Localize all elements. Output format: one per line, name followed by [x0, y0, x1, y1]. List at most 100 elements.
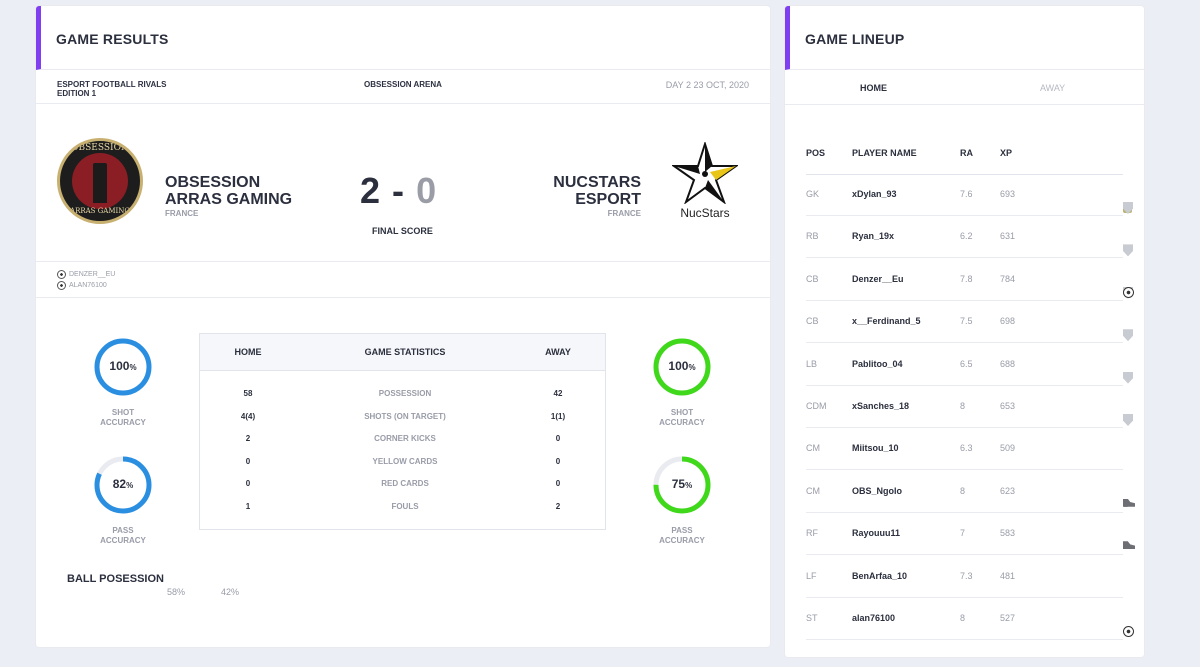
- stat-home: 2: [245, 434, 251, 443]
- player-pos: CDM: [806, 401, 827, 411]
- player-ra: 7.3: [960, 570, 973, 581]
- divider: [806, 174, 1123, 175]
- player-row[interactable]: CB x__Ferdinand_5 7.5 698: [806, 301, 1133, 344]
- player-pos: ST: [806, 613, 818, 623]
- player-ra: 6.3: [960, 443, 973, 454]
- player-row[interactable]: STalan7610085271: [806, 598, 1134, 640]
- stat-home: 0: [245, 456, 251, 466]
- match-scoreboard: OBSESSION ARRAS GAMING OBSESSION ARRAS G…: [36, 104, 770, 262]
- away-team-country: FRANCE: [607, 209, 641, 218]
- player-row[interactable]: RFRayouuu1175831: [806, 513, 1135, 556]
- player-xp: 509: [1000, 443, 1016, 454]
- player-ra: 6.2: [960, 231, 973, 242]
- possession-away-value: 42%: [221, 587, 240, 597]
- player-pos: GK: [806, 189, 820, 199]
- stat-home: 58: [243, 389, 253, 398]
- player-xp: 653: [1000, 401, 1016, 411]
- player-row[interactable]: RB Ryan_19x 6.2 631: [806, 216, 1133, 259]
- accuracy-arc: [94, 338, 152, 396]
- stat-name: FOULS: [391, 501, 419, 511]
- away-team-name[interactable]: NUCSTARS ESPORT: [553, 174, 641, 208]
- game-statistics-table: HOME GAME STATISTICS AWAY 58 POSSESSION 42…: [199, 333, 606, 530]
- home-shot-accuracy: 100% SHOT ACCURACY: [83, 337, 163, 428]
- shield-icon: [1123, 244, 1133, 257]
- player-pos: CM: [806, 485, 820, 496]
- ball-possession-title: BALL POSESSION: [67, 573, 164, 585]
- stat-away: 1(1): [550, 411, 566, 421]
- player-name: Rayouuu11: [852, 528, 901, 539]
- stats-header: HOME GAME STATISTICS AWAY: [200, 334, 605, 371]
- player-row[interactable]: CM Miitsou_10 6.3 509: [806, 428, 1123, 471]
- player-xp: 481: [1000, 570, 1016, 581]
- stat-row: 0 YELLOW CARDS 0: [200, 457, 605, 471]
- away-score: 0: [416, 170, 438, 211]
- boot-icon: [1123, 498, 1135, 507]
- tab-home[interactable]: HOME: [860, 83, 887, 93]
- player-pos: RF: [806, 528, 818, 539]
- player-pos: RB: [806, 231, 819, 242]
- stat-name: RED CARDS: [381, 479, 429, 488]
- venue: OBSESSION ARENA: [364, 80, 442, 89]
- player-ra: 7.6: [960, 189, 973, 199]
- stat-name: SHOTS (ON TARGET): [364, 411, 446, 421]
- stat-home: 1: [245, 501, 251, 511]
- player-ra: 8: [960, 401, 966, 411]
- player-ra: 8: [960, 485, 966, 496]
- ball-icon: [57, 281, 66, 290]
- game-results-title: GAME RESULTS: [56, 31, 169, 47]
- final-score: 2 - 0: [360, 170, 437, 212]
- away-shot-accuracy: 100% SHOT ACCURACY: [642, 337, 722, 428]
- final-score-label: FINAL SCORE: [372, 226, 433, 236]
- game-lineup-header: GAME LINEUP: [785, 6, 1144, 70]
- player-name: Pablitoo_04: [852, 358, 903, 369]
- home-team-name[interactable]: OBSESSION ARRAS GAMING: [165, 174, 293, 208]
- player-ra: 6.5: [960, 358, 973, 369]
- player-ra: 7.8: [960, 273, 973, 284]
- player-xp: 623: [1000, 485, 1016, 496]
- ball-icon: [1123, 286, 1134, 298]
- player-name: Miitsou_10: [852, 443, 899, 454]
- player-name: xDylan_93: [852, 189, 897, 199]
- score-separator: -: [392, 170, 406, 211]
- home-score: 2: [360, 170, 382, 211]
- stat-away: 2: [555, 501, 561, 511]
- player-pos: LF: [806, 570, 817, 581]
- stat-away: 0: [555, 479, 561, 488]
- tab-away[interactable]: AWAY: [1040, 83, 1066, 93]
- stats-header-home: HOME: [234, 347, 262, 357]
- player-name: OBS_Ngolo: [852, 485, 903, 496]
- stat-home: 0: [245, 479, 251, 488]
- accuracy-arc: [94, 456, 152, 514]
- home-team-logo: OBSESSION ARRAS GAMING: [57, 138, 143, 224]
- player-name: alan76100: [852, 613, 896, 623]
- player-ra: 7.5: [960, 316, 973, 327]
- player-ra: 7: [960, 528, 966, 539]
- player-row[interactable]: LF BenArfaa_10 7.3 481: [806, 556, 1123, 598]
- player-name: BenArfaa_10: [852, 570, 908, 581]
- player-pos: CB: [806, 316, 819, 327]
- player-name: Denzer__Eu: [852, 273, 904, 284]
- player-ra: 8: [960, 613, 966, 623]
- home-pass-accuracy: 82% PASS ACCURACY: [83, 455, 163, 546]
- column-pos: POS: [806, 148, 826, 158]
- shield-icon: [1123, 414, 1133, 426]
- accuracy-arc: [653, 456, 711, 514]
- player-row[interactable]: CDM xSanches_18 8 653: [806, 386, 1133, 428]
- player-name: Ryan_19x: [852, 231, 895, 242]
- stat-row: 0 RED CARDS 0: [200, 479, 605, 493]
- stats-header-away: AWAY: [545, 347, 571, 357]
- match-date: DAY 2 23 OCT, 2020: [665, 80, 749, 90]
- lineup-tabs: HOME AWAY: [785, 70, 1144, 105]
- stat-name: POSSESSION: [378, 389, 432, 398]
- game-results-card: GAME RESULTS ESPORT FOOTBALL RIVALS EDIT…: [36, 6, 770, 647]
- player-row[interactable]: LB Pablitoo_04 6.5 688: [806, 344, 1133, 386]
- stat-row: 1 FOULS 2: [200, 502, 605, 516]
- boot-icon: [1123, 541, 1135, 550]
- stat-name: YELLOW CARDS: [372, 456, 438, 466]
- home-team-country: FRANCE: [165, 209, 199, 218]
- player-xp: 631: [1000, 231, 1016, 242]
- possession-home-value: 58%: [167, 587, 186, 597]
